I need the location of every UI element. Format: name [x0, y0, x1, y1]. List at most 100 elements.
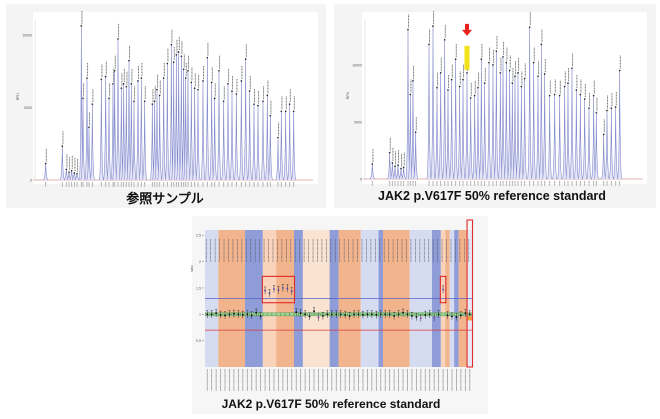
- ratio-point: [308, 315, 311, 318]
- ratio-point: [250, 314, 253, 317]
- left-peak-marker: [113, 70, 116, 72]
- right-peak-marker: [528, 26, 531, 29]
- ratio-point: [428, 313, 431, 316]
- ratio-point: [468, 313, 471, 316]
- left-peak: [192, 87, 198, 181]
- right-peak-marker: [602, 133, 605, 136]
- ratio-point: [442, 288, 445, 291]
- right-peak: [482, 82, 488, 180]
- right-peak: [457, 85, 463, 180]
- left-peak-marker: [86, 77, 88, 79]
- left-peak: [86, 126, 92, 181]
- ratio-point: [375, 313, 378, 316]
- right-peak: [430, 25, 436, 180]
- ratio-point: [224, 314, 226, 317]
- left-peak-marker: [80, 25, 83, 27]
- right-highlighted-peak-label: [464, 45, 470, 70]
- right-peak-marker: [514, 75, 516, 78]
- last-probe-marker: [467, 316, 472, 321]
- ratio-point: [281, 287, 284, 289]
- right-peak-marker: [432, 25, 434, 27]
- left-peak: [74, 172, 80, 181]
- left-peak-marker: [153, 100, 156, 103]
- right-peak: [613, 106, 619, 180]
- right-peak-marker: [520, 85, 523, 88]
- right-peak-marker: [402, 166, 405, 169]
- left-peak-marker: [190, 81, 193, 84]
- ratio-point: [228, 313, 231, 316]
- ratio-point: [210, 313, 213, 316]
- right-peak: [472, 94, 478, 180]
- reference-box: [267, 312, 272, 317]
- ratio-point: [384, 313, 387, 316]
- right-peak-marker: [488, 61, 490, 64]
- ratio-point: [433, 316, 436, 319]
- right-peak-marker: [469, 97, 472, 99]
- left-peak: [80, 97, 86, 181]
- left-peak-marker: [177, 51, 180, 53]
- left-peak: [264, 94, 270, 181]
- right-peak: [503, 61, 509, 180]
- right-peak-marker: [397, 164, 399, 166]
- bottom-chart-caption: JAK2 p.V617F 50% reference standard: [221, 397, 441, 411]
- left-peak-marker: [117, 38, 119, 40]
- ratio-point: [237, 313, 240, 316]
- left-peak-marker: [253, 103, 255, 105]
- right-peak-marker: [473, 94, 476, 97]
- left-peak-marker: [269, 114, 272, 117]
- right-peak-marker: [543, 73, 546, 75]
- right-peak-marker: [458, 85, 461, 88]
- ratio-point: [264, 289, 267, 292]
- left-peak-marker: [231, 90, 233, 92]
- right-peak-marker: [450, 78, 453, 81]
- right-peak-marker: [483, 82, 486, 84]
- ratio-point: [290, 290, 293, 293]
- ratio-point: [362, 313, 364, 316]
- right-peak-marker: [480, 58, 483, 60]
- left-peak-marker: [202, 80, 204, 82]
- left-peak-marker: [206, 56, 209, 59]
- left-peak: [161, 77, 167, 181]
- left-peak-marker: [213, 97, 216, 100]
- left-y-axis-label: RFU: [16, 93, 20, 101]
- right-peak: [608, 107, 614, 180]
- right-peak: [542, 72, 548, 180]
- ratio-point: [393, 314, 396, 317]
- reference-box: [280, 312, 286, 317]
- ratio-point: [424, 313, 427, 316]
- reference-box: [262, 312, 268, 317]
- right-peak-marker: [583, 98, 586, 100]
- left-peak: [204, 56, 210, 181]
- left-peak-marker: [248, 90, 251, 92]
- right-peak: [460, 78, 466, 180]
- left-peak-marker: [162, 77, 165, 79]
- right-peak-marker: [606, 109, 608, 112]
- right-peak-marker: [400, 167, 402, 170]
- left-peak: [135, 79, 141, 181]
- left-peak-marker: [133, 100, 135, 103]
- right-peak: [445, 88, 451, 180]
- ratio-point: [246, 313, 249, 316]
- ratio-point: [446, 314, 449, 317]
- left-peak-marker: [73, 172, 76, 174]
- right-peak-marker: [499, 72, 502, 74]
- left-peak: [43, 162, 49, 181]
- right-peak-marker: [505, 61, 508, 64]
- left-peak: [164, 62, 170, 181]
- right-peak-marker: [588, 107, 590, 109]
- right-peak-marker: [618, 69, 621, 72]
- left-peak: [185, 69, 191, 181]
- left-peak-marker: [76, 172, 78, 175]
- left-peak-marker: [61, 145, 64, 147]
- right-peak: [413, 131, 419, 180]
- left-peak-marker: [266, 94, 269, 97]
- right-peak: [442, 38, 448, 180]
- left-peak: [112, 69, 118, 181]
- right-peak-marker: [502, 56, 504, 58]
- left-peak-marker: [166, 62, 169, 65]
- ratio-point: [366, 313, 369, 316]
- right-peak-marker: [409, 93, 412, 96]
- y-tick-label: 2: [199, 260, 201, 264]
- left-peak: [200, 79, 206, 181]
- right-peak: [387, 151, 393, 180]
